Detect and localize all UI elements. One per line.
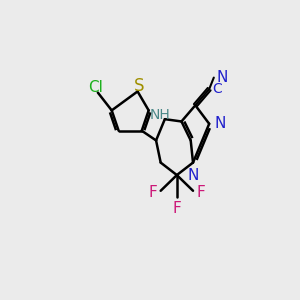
Text: Cl: Cl: [88, 80, 104, 95]
Text: N: N: [214, 116, 226, 131]
Text: NH: NH: [150, 108, 171, 122]
Text: N: N: [217, 70, 228, 85]
Text: C: C: [212, 82, 222, 96]
Text: S: S: [134, 77, 145, 95]
Text: F: F: [196, 185, 205, 200]
Text: F: F: [172, 201, 181, 216]
Text: N: N: [187, 168, 199, 183]
Text: F: F: [149, 185, 158, 200]
